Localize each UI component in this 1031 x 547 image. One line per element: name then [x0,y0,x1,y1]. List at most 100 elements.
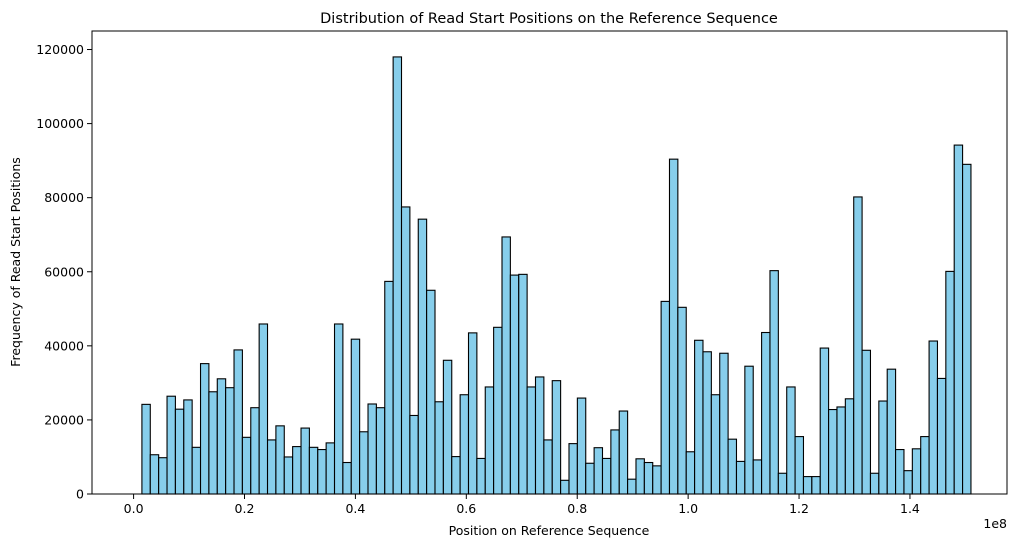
histogram-bar [392,56,403,495]
histogram-bar [283,456,294,495]
histogram-bar [861,349,872,495]
histogram-bar [618,410,629,495]
histogram-bar [141,403,151,495]
histogram-bar [668,158,679,495]
histogram-bar [936,377,947,495]
histogram-bar [660,300,671,495]
histogram-bar [233,349,243,495]
histogram-bar [509,274,520,495]
histogram-bar [627,478,637,495]
y-axis-ticks: 0 20000 40000 60000 80000 100000 120000 [36,42,92,502]
histogram-bar [735,460,746,495]
histogram-bar [710,394,721,495]
histogram-bar [920,436,930,495]
histogram-bar [426,289,436,495]
x-tick-label: 0.2 [235,501,255,516]
histogram-bar [844,398,855,495]
y-tick-label: 80000 [44,190,84,205]
histogram-bar [635,458,645,495]
histogram-bar [375,407,386,495]
histogram-bar [333,323,344,495]
histogram-bar [752,459,763,495]
histogram-bar [434,401,444,495]
histogram-bar [367,403,377,495]
histogram-bar [945,270,955,495]
histogram-bar [593,447,604,495]
plot-frame [91,30,1008,495]
histogram-bar [744,365,754,495]
histogram-bar [275,425,285,495]
histogram-bar [886,368,897,495]
histogram-bar [601,457,612,495]
histogram-bar [216,378,227,495]
x-tick-label: 0.0 [124,501,144,516]
histogram-bar [953,144,964,495]
histogram-bar [459,394,470,495]
histogram-bar [794,436,805,495]
histogram-bar [777,472,788,495]
histogram-bars [141,56,972,495]
histogram-bar [911,448,922,495]
histogram-bar [819,347,830,495]
histogram-bar [560,479,570,495]
histogram-bar [199,363,210,495]
histogram-bar [308,446,319,495]
histogram-bar [534,376,545,495]
histogram-bar [384,280,394,495]
histogram-bar [266,439,277,495]
y-tick-label: 0 [76,487,84,502]
histogram-bar [895,449,905,495]
histogram-bar [467,332,478,495]
histogram-bar [769,270,779,495]
histogram-bar [317,449,327,495]
histogram-bar [526,386,537,495]
histogram-bar [878,400,888,495]
histogram-bar [811,476,821,495]
chart-title: Distribution of Read Start Positions on … [320,11,778,27]
histogram-bar [836,406,846,495]
histogram-bar [903,470,913,495]
histogram-bar [225,387,235,495]
x-axis-ticks: 0.0 0.2 0.4 0.6 0.8 1.0 1.2 1.4 [124,494,920,516]
histogram-bar [719,352,729,495]
histogram-bar [610,429,620,495]
y-tick-label: 60000 [44,264,84,279]
histogram-bar [694,339,704,495]
histogram-bar [928,340,939,495]
histogram-bar [292,446,302,495]
y-axis-label: Frequency of Read Start Positions [8,157,23,367]
histogram-bar [442,359,453,495]
histogram-bar [174,408,185,495]
histogram-bar [585,462,595,495]
histogram-bar [551,380,562,495]
histogram-bar [853,196,863,495]
histogram-bar [576,397,587,495]
y-tick-label: 120000 [36,42,84,57]
histogram-bar [493,326,503,495]
histogram-bar [685,451,696,495]
histogram-bar [258,323,269,495]
histogram-bar [568,443,578,495]
histogram-bar [677,306,687,495]
histogram-bar [501,236,511,495]
histogram-bar [643,461,654,495]
x-tick-label: 1.4 [900,501,920,516]
histogram-bar [166,395,176,495]
histogram-bar [359,431,369,495]
histogram-bar [476,457,486,495]
histogram-bar [417,218,428,495]
x-tick-label: 0.6 [456,501,476,516]
y-tick-label: 100000 [36,116,84,131]
x-tick-label: 1.2 [789,501,809,516]
histogram-bar [300,427,310,495]
histogram-bar [761,331,771,495]
histogram-bar [451,456,461,495]
x-tick-label: 0.4 [345,501,365,516]
x-tick-label: 0.8 [567,501,587,516]
histogram-bar [250,407,260,495]
x-axis-label: Position on Reference Sequence [449,523,650,538]
histogram-bar [208,391,218,495]
histogram-bar [543,439,553,495]
histogram-bar [183,399,193,495]
